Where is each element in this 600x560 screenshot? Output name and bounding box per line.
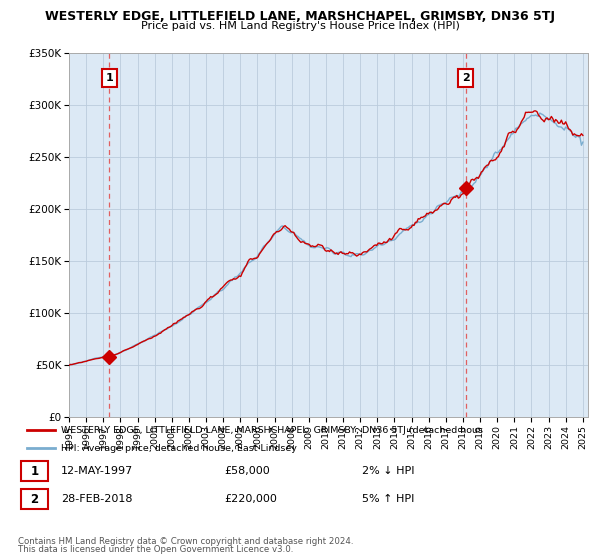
Text: Price paid vs. HM Land Registry's House Price Index (HPI): Price paid vs. HM Land Registry's House … [140,21,460,31]
Text: 2: 2 [462,73,470,83]
Text: 1: 1 [31,465,38,478]
Text: This data is licensed under the Open Government Licence v3.0.: This data is licensed under the Open Gov… [18,545,293,554]
Text: 28-FEB-2018: 28-FEB-2018 [61,494,133,504]
Text: HPI: Average price, detached house, East Lindsey: HPI: Average price, detached house, East… [61,444,297,453]
Text: 5% ↑ HPI: 5% ↑ HPI [362,494,414,504]
Text: Contains HM Land Registry data © Crown copyright and database right 2024.: Contains HM Land Registry data © Crown c… [18,537,353,546]
Bar [21,461,49,482]
Text: 1: 1 [106,73,113,83]
Text: WESTERLY EDGE, LITTLEFIELD LANE, MARSHCHAPEL, GRIMSBY, DN36 5TJ: WESTERLY EDGE, LITTLEFIELD LANE, MARSHCH… [45,10,555,23]
Text: WESTERLY EDGE, LITTLEFIELD LANE, MARSHCHAPEL, GRIMSBY, DN36 5TJ (detached hous: WESTERLY EDGE, LITTLEFIELD LANE, MARSHCH… [61,426,483,435]
Bar [21,489,49,510]
Text: 2% ↓ HPI: 2% ↓ HPI [362,466,415,476]
Text: 2: 2 [31,493,38,506]
Text: £220,000: £220,000 [224,494,277,504]
Text: £58,000: £58,000 [224,466,270,476]
Text: 12-MAY-1997: 12-MAY-1997 [61,466,133,476]
